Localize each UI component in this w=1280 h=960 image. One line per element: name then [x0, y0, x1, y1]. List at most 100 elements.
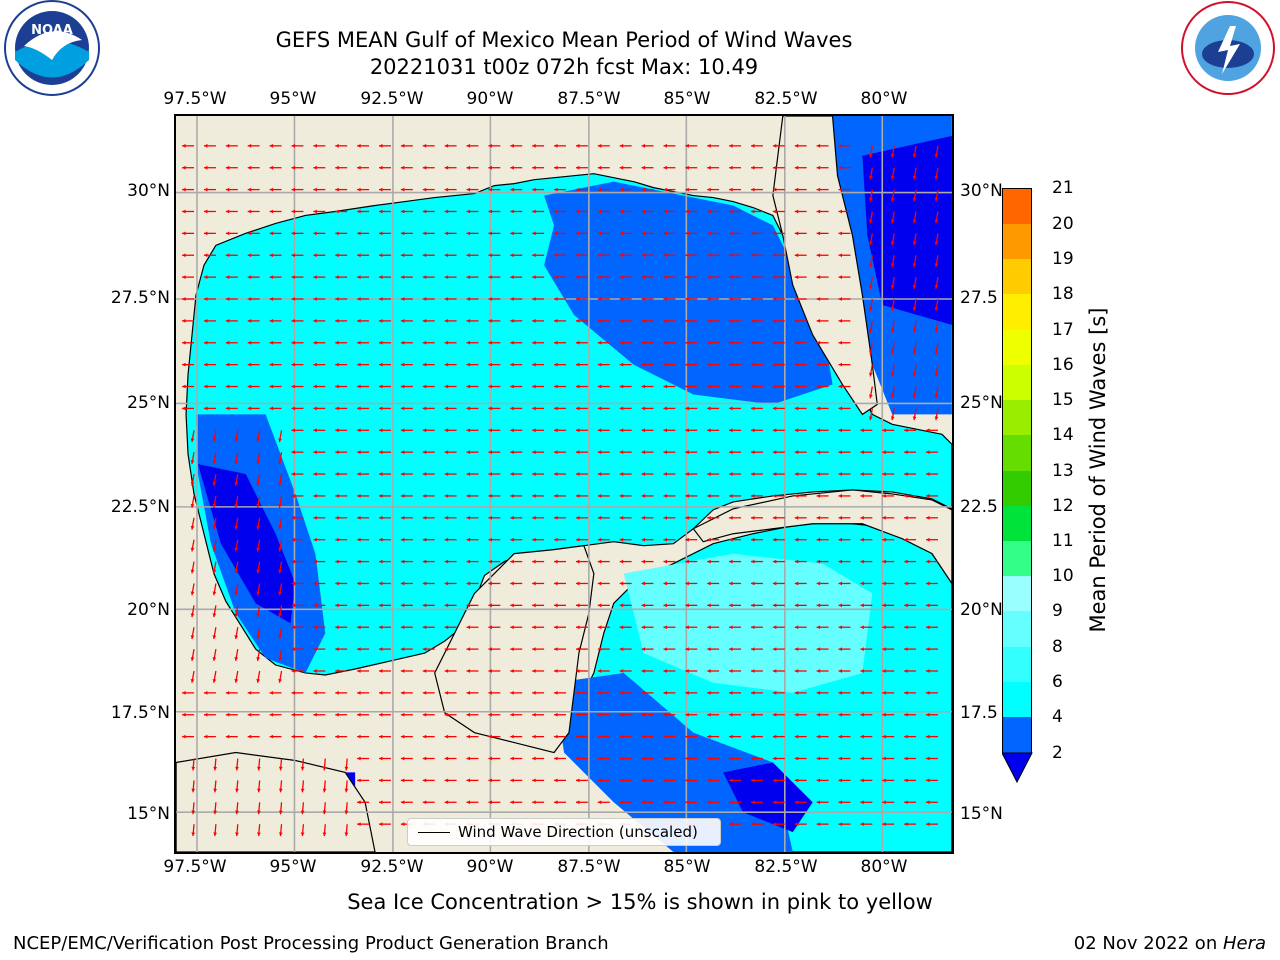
wave-direction-arrow [554, 165, 566, 170]
wave-direction-arrow [663, 275, 676, 280]
wave-direction-arrow [225, 209, 238, 214]
wave-direction-arrow [269, 253, 282, 258]
wave-direction-arrow [860, 581, 873, 586]
wave-direction-arrow [444, 187, 457, 192]
wave-direction-arrow [400, 756, 413, 761]
map-panel [174, 114, 954, 854]
wave-direction-arrow [213, 758, 218, 771]
wave-direction-arrow [203, 340, 216, 345]
colorbar-bin [1002, 294, 1032, 330]
wave-direction-arrow [882, 822, 895, 827]
wave-direction-arrow [707, 297, 720, 301]
wave-direction-arrow [816, 428, 829, 433]
wave-direction-arrow [575, 537, 588, 542]
wave-direction-arrow [256, 430, 261, 443]
lat-label-left: 25°N [127, 393, 170, 413]
wave-direction-arrow [816, 603, 829, 608]
wave-direction-arrow [750, 275, 763, 280]
wave-direction-arrow [422, 647, 435, 652]
wave-direction-arrow [269, 318, 282, 323]
wave-direction-arrow [357, 494, 370, 498]
wave-direction-arrow [256, 583, 261, 596]
wave-direction-arrow [772, 165, 785, 170]
wave-direction-arrow [663, 778, 676, 783]
wave-direction-arrow [794, 800, 807, 805]
wave-direction-arrow [912, 233, 917, 246]
wave-direction-arrow [663, 800, 676, 805]
colorbar-tick-label: 6 [1052, 672, 1063, 692]
wave-direction-arrow [203, 318, 216, 323]
wave-direction-arrow [291, 559, 304, 564]
wave-direction-arrow [400, 450, 413, 455]
footer-host: Hera [1222, 933, 1266, 954]
wave-direction-arrow [554, 362, 566, 367]
wave-direction-arrow [729, 406, 742, 411]
wave-direction-arrow [707, 472, 720, 476]
wave-direction-arrow [278, 495, 283, 508]
wave-direction-arrow [466, 647, 479, 652]
wave-direction-arrow [575, 165, 588, 170]
wave-direction-arrow [619, 669, 632, 673]
wave-direction-arrow [750, 340, 763, 345]
wave-direction-arrow [794, 143, 807, 148]
wave-direction-arrow [685, 253, 698, 258]
wave-direction-arrow [750, 297, 763, 301]
wave-direction-arrow [278, 802, 283, 815]
wave-direction-arrow [335, 143, 348, 148]
wave-direction-arrow [750, 187, 763, 192]
wave-direction-arrow [488, 537, 501, 542]
wave-direction-arrow [772, 734, 785, 739]
wave-direction-arrow [707, 778, 720, 783]
wave-direction-arrow [225, 362, 238, 367]
wave-direction-arrow [234, 561, 239, 574]
lat-label-left: 20°N [127, 600, 170, 620]
wave-direction-arrow [729, 362, 742, 367]
wave-direction-arrow [641, 494, 654, 498]
wave-direction-arrow [772, 318, 785, 323]
wave-direction-arrow [729, 625, 742, 630]
wave-direction-arrow [663, 318, 676, 323]
wave-direction-arrow [926, 581, 938, 586]
wave-direction-arrow [190, 648, 195, 661]
wave-direction-arrow [934, 189, 939, 202]
wave-direction-arrow [532, 603, 545, 608]
wave-direction-arrow [422, 712, 435, 717]
wave-direction-arrow [926, 669, 938, 673]
wave-direction-arrow [816, 800, 829, 805]
wave-direction-arrow [816, 450, 829, 455]
wave-direction-arrow [357, 406, 370, 411]
lat-label-right: 30°N [960, 181, 1003, 201]
wave-direction-arrow [794, 340, 807, 345]
wave-direction-arrow [619, 231, 632, 236]
wave-direction-arrow [707, 406, 720, 411]
wave-direction-arrow [597, 406, 610, 411]
wave-direction-arrow [729, 537, 742, 542]
wave-direction-arrow [597, 450, 610, 455]
wave-direction-arrow [291, 187, 304, 192]
lon-label-bottom: 97.5°W [163, 857, 227, 877]
wave-direction-arrow [619, 187, 632, 192]
wave-direction-arrow [772, 537, 785, 542]
wave-direction-arrow [422, 450, 435, 455]
wave-direction-arrow [619, 756, 632, 761]
wave-direction-arrow [641, 712, 654, 717]
wave-direction-arrow [212, 583, 217, 596]
wave-direction-arrow [729, 690, 742, 695]
wave-direction-arrow [256, 605, 261, 618]
wave-direction-arrow [772, 472, 785, 476]
wave-direction-arrow [890, 320, 895, 333]
wave-direction-arrow [379, 318, 391, 323]
wave-direction-arrow [868, 364, 873, 377]
wave-direction-arrow [575, 559, 588, 564]
wave-direction-arrow [685, 690, 698, 695]
wave-direction-arrow [212, 627, 217, 640]
wave-direction-arrow [466, 165, 479, 170]
wave-direction-arrow [422, 406, 435, 411]
lon-label-bottom: 80°W [860, 857, 908, 877]
wave-direction-arrow [182, 384, 195, 389]
wave-direction-arrow [904, 690, 917, 695]
wave-direction-arrow [904, 472, 917, 476]
wave-direction-arrow [510, 209, 523, 214]
wave-direction-arrow [235, 802, 239, 815]
wave-direction-arrow [400, 472, 413, 476]
